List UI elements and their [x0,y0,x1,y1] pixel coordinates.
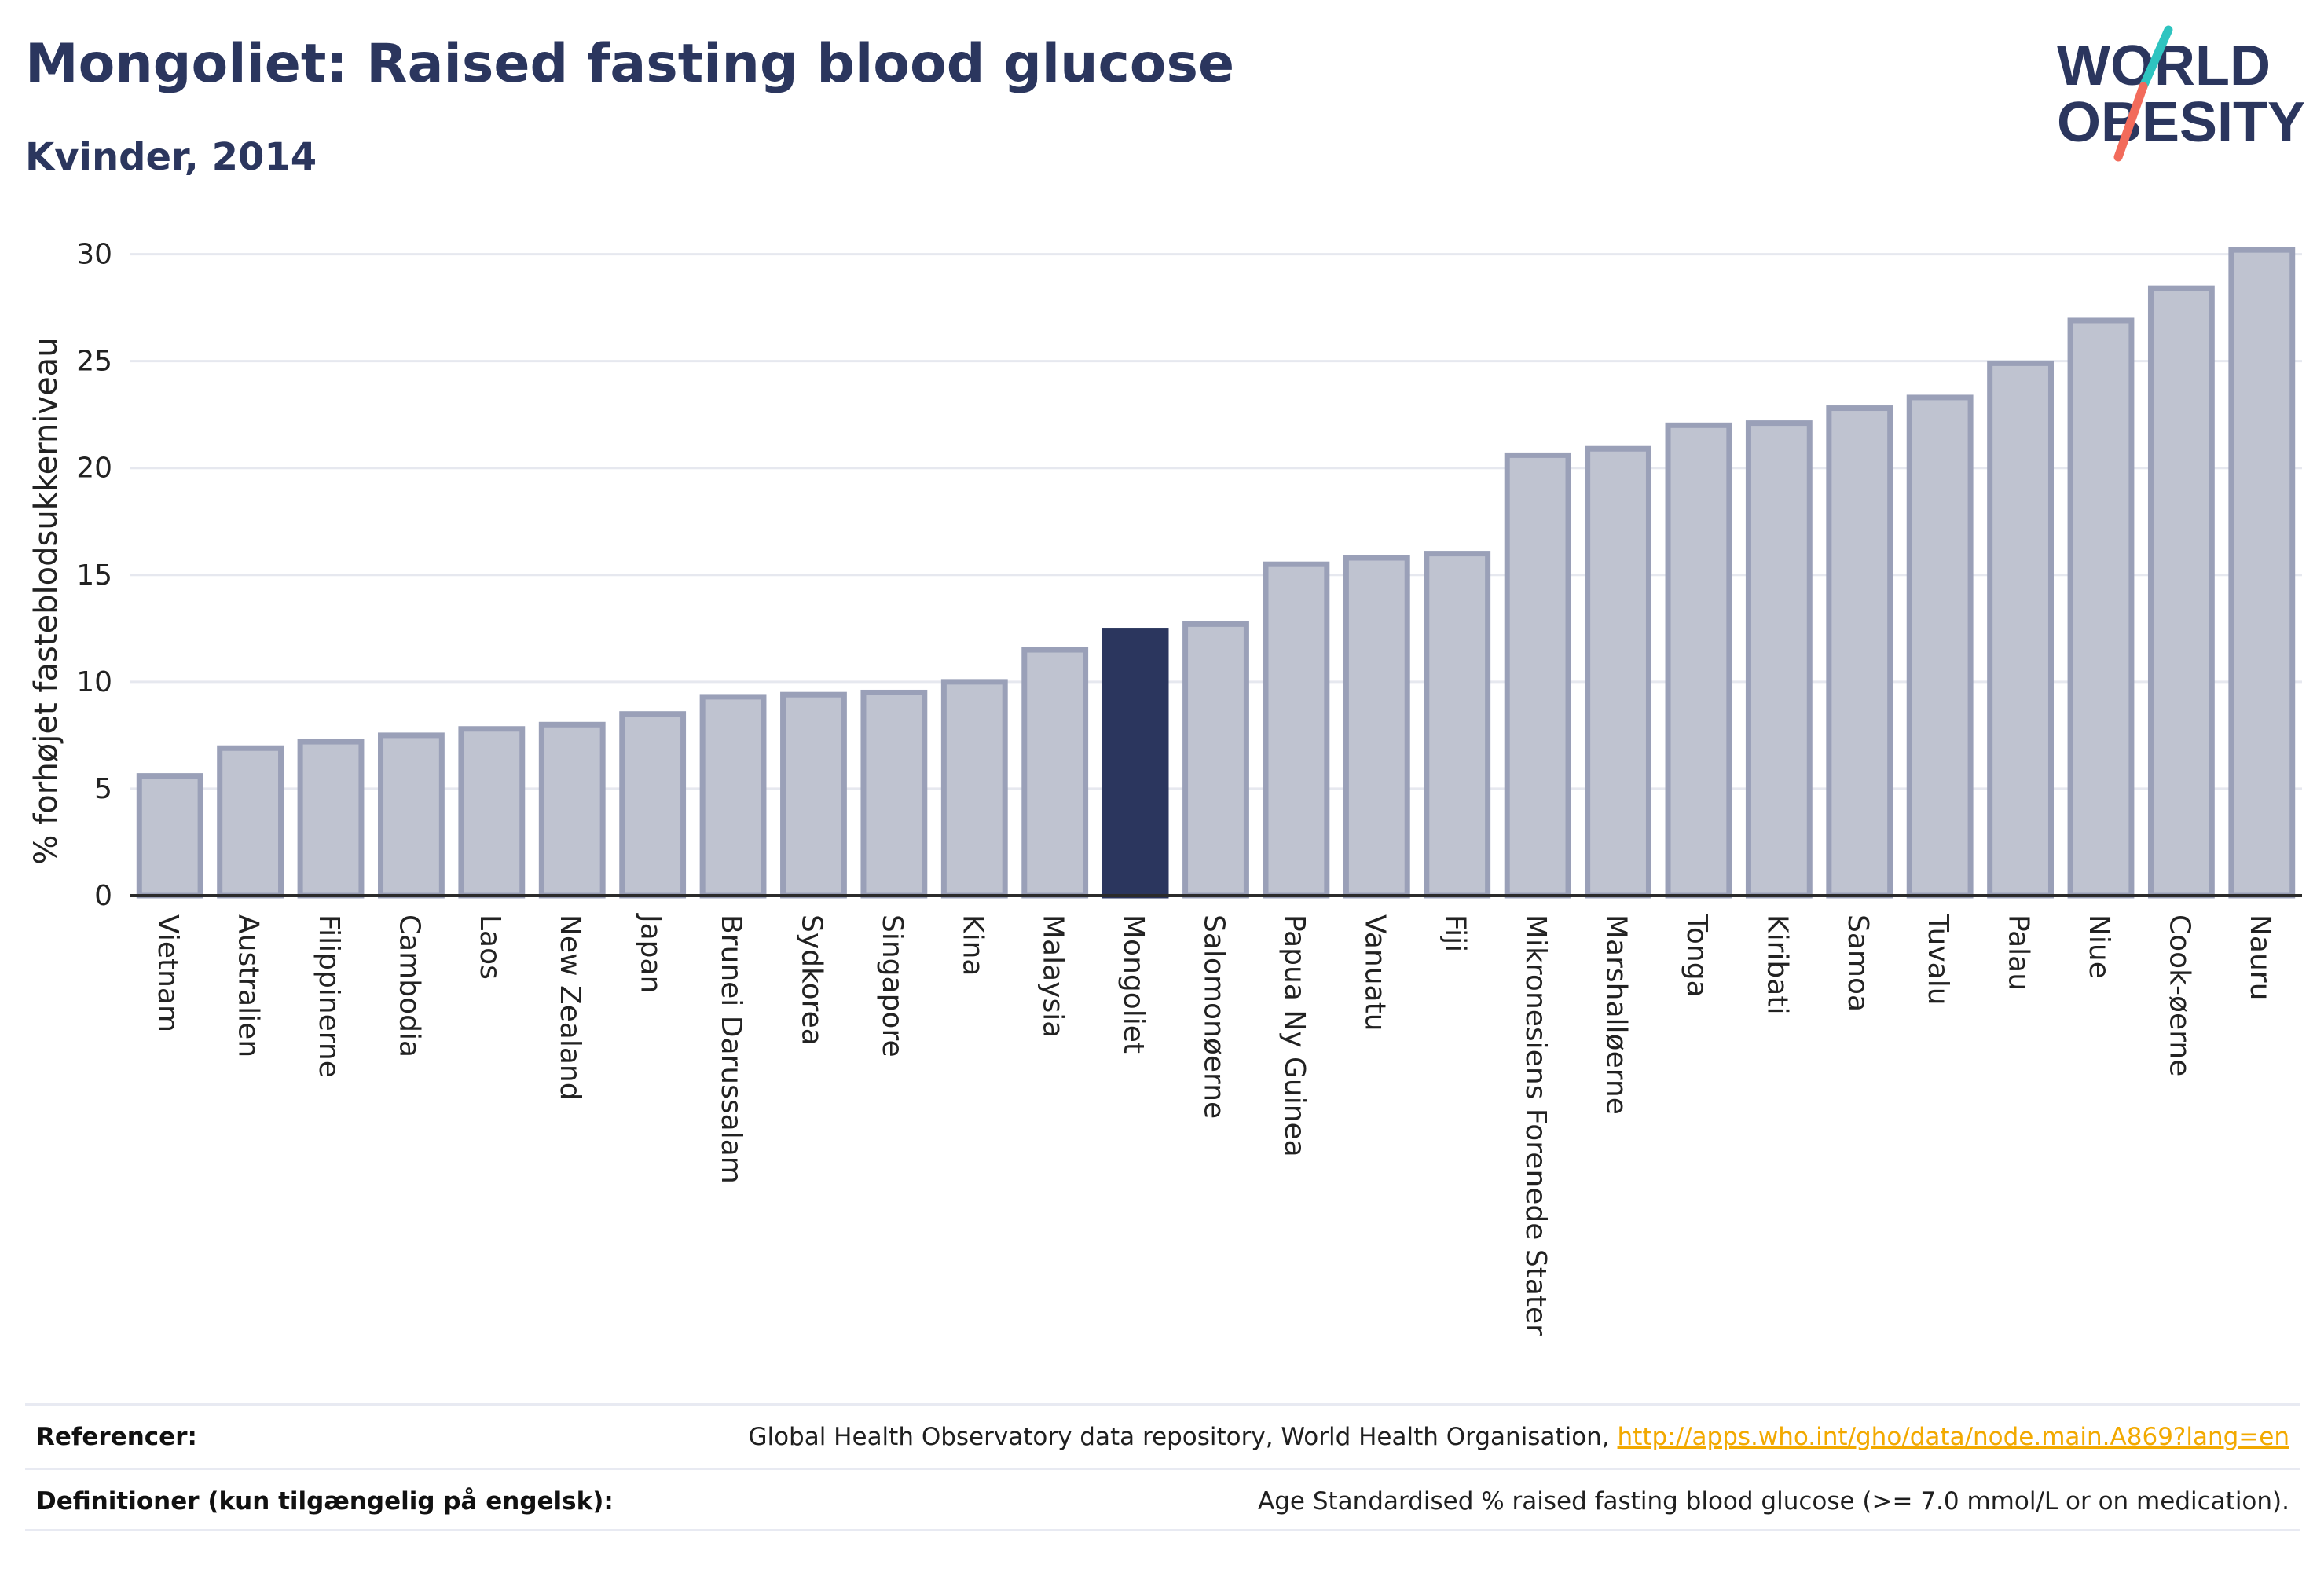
x-axis-tick-labels: Vietnam Australien Filippinerne Cambodia Lao… [152,913,2276,1336]
bar [1987,360,2054,899]
y-axis-label: % forhøjet fasteblodsukkerniveau [28,337,64,864]
x-tick-label: Vanuatu [1358,914,1391,1032]
x-tick-label: Papua Ny Guinea [1278,914,1310,1157]
references-link[interactable]: http://apps.who.int/gho/data/node.main.A… [1617,1423,2289,1451]
x-tick-label: Nauru [2244,914,2276,1000]
bar [538,721,606,899]
bar [2067,317,2135,899]
definitions-label: Definitioner (kun tilgængelig på engelsk… [36,1487,614,1516]
bar [217,745,284,899]
bar [136,773,203,899]
definitions-value: Age Standardised % raised fasting blood … [1258,1487,2289,1516]
x-tick-label: Japan [635,913,667,993]
x-tick-label: Tuvalu [1922,914,1954,1006]
footer-divider [25,1529,2300,1531]
x-tick-label: Singapore [876,914,908,1057]
definitions-row: Definitioner (kun tilgængelig på engelsk… [25,1468,2300,1533]
x-tick-label: Kina [956,914,988,977]
world-obesity-logo: WORLD OBESITY [2057,25,2305,162]
x-tick-label: Mikronesiens Forenede Stater [1519,914,1552,1336]
references-text: Global Health Observatory data repositor… [748,1423,1618,1451]
bar [1182,621,1249,899]
bar [297,739,365,899]
y-tick-label: 30 [76,239,112,271]
bar [1504,452,1571,899]
x-tick-label: Tonga [1681,914,1713,998]
x-tick-label: Malaysia [1037,914,1069,1038]
bar [1021,647,1089,899]
bar [1826,405,1893,899]
logo-slash-top [2139,25,2173,91]
x-tick-label: Brunei Darussalam [715,914,747,1184]
y-tick-label: 25 [76,346,112,378]
references-row: Referencer: Global Health Observatory da… [25,1403,2300,1468]
chart-subtitle: Kvinder, 2014 [25,135,317,179]
bar [2147,285,2215,899]
x-tick-label: Cook-øerne [2163,914,2195,1076]
x-tick-label: Palau [2003,914,2035,991]
bar [1263,561,1330,899]
bar [1424,551,1491,899]
bar [1745,420,1813,899]
x-tick-label: Australien [233,914,265,1057]
bar [619,711,687,899]
y-tick-label: 0 [94,880,112,912]
bar [378,732,445,899]
y-axis-ticks: 0 5 10 15 20 25 30 [76,239,112,912]
references-value: Global Health Observatory data repositor… [748,1423,2289,1451]
bar [1665,422,1732,899]
bar [940,679,1008,899]
x-tick-label: Sydkorea [795,914,827,1046]
x-tick-label: New Zealand [554,914,586,1101]
x-tick-label: Vietnam [152,914,184,1032]
x-tick-label: Marshalløerne [1600,914,1633,1115]
x-tick-label: Samoa [1842,914,1874,1012]
x-tick-label: Kiribati [1761,914,1793,1014]
logo-line2: OBESITY [2057,91,2305,154]
x-tick-label: Laos [474,914,506,980]
y-tick-label: 20 [76,453,112,485]
x-tick-label: Niue [2083,914,2115,979]
bar [699,694,767,899]
x-tick-label: Mongoliet [1117,914,1149,1054]
bar [2228,247,2296,899]
bar [458,726,526,899]
x-tick-label: Cambodia [393,914,425,1057]
x-tick-label: Fiji [1439,914,1472,952]
logo-slash-bottom [2113,82,2148,162]
y-tick-label: 15 [76,559,112,592]
x-tick-label: Filippinerne [313,914,345,1078]
bar [1585,445,1651,899]
bar [1906,394,1974,899]
y-tick-label: 10 [76,666,112,698]
chart-title: Mongoliet: Raised fasting blood glucose [25,33,1235,95]
bar-highlight [1102,628,1169,899]
bars [136,247,2296,899]
x-tick-label: Salomonøerne [1198,914,1230,1119]
bar-chart: 0 5 10 15 20 25 30 Vietnam Australien Filippiner… [28,239,2302,1336]
references-label: Referencer: [36,1423,197,1451]
bar [860,689,928,899]
y-tick-label: 5 [94,773,112,805]
bar [780,691,847,899]
bar [1343,555,1410,899]
